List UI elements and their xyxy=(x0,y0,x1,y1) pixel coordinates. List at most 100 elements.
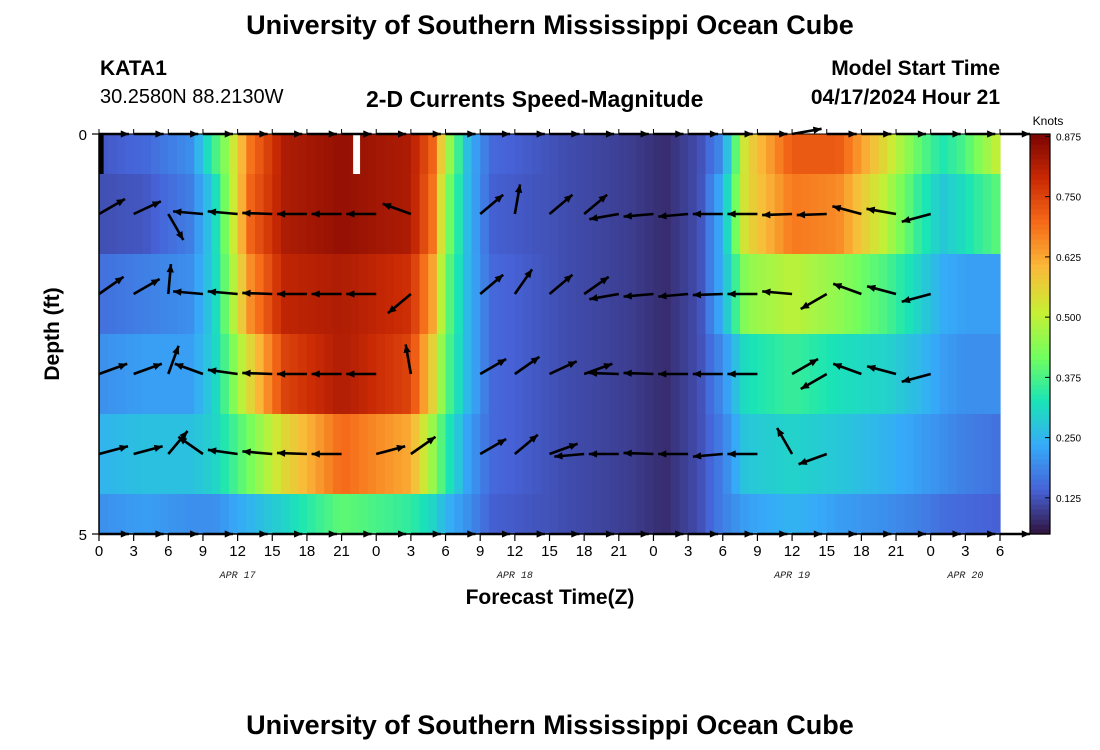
colorbar-segment xyxy=(1030,394,1050,400)
heatmap-cell xyxy=(878,254,888,335)
heatmap-cell xyxy=(748,134,759,175)
heatmap-cell xyxy=(974,414,984,495)
heatmap-cell xyxy=(549,414,559,495)
heatmap-cell xyxy=(878,134,888,175)
heatmap-cell xyxy=(445,414,455,495)
heatmap-cell xyxy=(462,254,473,335)
heatmap-cell xyxy=(592,494,603,535)
heatmap-cell xyxy=(852,414,862,495)
colorbar-segment xyxy=(1030,264,1050,270)
current-arrow xyxy=(133,362,163,376)
heatmap-cell xyxy=(142,494,152,535)
heatmap-cell xyxy=(220,174,230,255)
colorbar-segment xyxy=(1030,144,1050,150)
heatmap-cell xyxy=(974,254,984,335)
heatmap-cell xyxy=(792,334,802,415)
current-arrow xyxy=(513,268,534,295)
heatmap-cell xyxy=(792,254,802,335)
heatmap-cell xyxy=(220,254,230,335)
heatmap-cell xyxy=(436,494,447,535)
heatmap-cell xyxy=(454,174,464,255)
heatmap-cell xyxy=(116,174,126,255)
heatmap-cell xyxy=(809,414,819,495)
heatmap-cell xyxy=(939,174,949,255)
heatmap-cell xyxy=(289,134,299,175)
colorbar-segment xyxy=(1030,309,1050,315)
model-start-label: Model Start Time xyxy=(831,57,1000,80)
current-arrow xyxy=(583,193,608,215)
colorbar-segment xyxy=(1030,194,1050,200)
heatmap-cell xyxy=(835,334,845,415)
heatmap-cell xyxy=(176,134,187,175)
heatmap-cell xyxy=(246,494,256,535)
heatmap-cell xyxy=(99,334,109,415)
heatmap-cell xyxy=(124,334,135,415)
heatmap-cell xyxy=(393,414,403,495)
heatmap-cell xyxy=(800,254,811,335)
heatmap-cell xyxy=(930,334,940,415)
heatmap-cell xyxy=(662,134,672,175)
colorbar-segment xyxy=(1030,329,1050,335)
current-arrow xyxy=(479,193,505,215)
heatmap-cell xyxy=(376,414,386,495)
heatmap-cell xyxy=(740,494,750,535)
heatmap-cell xyxy=(618,494,629,535)
heatmap-cell xyxy=(644,494,655,535)
heatmap-cell xyxy=(913,494,923,535)
heatmap-cell xyxy=(202,254,213,335)
heatmap-cell xyxy=(211,134,221,175)
y-axis-label: Depth (ft) xyxy=(41,287,64,380)
x-tick-label: 21 xyxy=(888,543,905,560)
heatmap-cell xyxy=(376,494,386,535)
heatmap-cell xyxy=(506,254,516,335)
colorbar-segment xyxy=(1030,469,1050,475)
heatmap-cell xyxy=(948,174,958,255)
heatmap-cell xyxy=(974,334,984,415)
colorbar-tick-label: 0.125 xyxy=(1056,494,1081,505)
heatmap-cell xyxy=(774,494,785,535)
heatmap-cell xyxy=(532,254,542,335)
heatmap-cell xyxy=(982,174,992,255)
heatmap-cell xyxy=(809,334,819,415)
heatmap-cell xyxy=(930,174,940,255)
colorbar-segment xyxy=(1030,434,1050,440)
heatmap-cell xyxy=(306,134,317,175)
heatmap-cell xyxy=(341,134,351,175)
heatmap-cell xyxy=(99,174,109,255)
heatmap-cell xyxy=(818,134,828,175)
heatmap-cell xyxy=(904,134,914,175)
heatmap-cell xyxy=(904,174,914,255)
colorbar-segment xyxy=(1030,274,1050,280)
heatmap-cell xyxy=(410,134,421,175)
heatmap-cell xyxy=(471,134,481,175)
heatmap-cell xyxy=(861,414,871,495)
current-arrow xyxy=(589,212,620,222)
heatmap-cell xyxy=(124,174,135,255)
heatmap-cell xyxy=(887,414,897,495)
colorbar-segment xyxy=(1030,514,1050,520)
heatmap-cell xyxy=(124,254,135,335)
heatmap-cell xyxy=(185,414,195,495)
heatmap-cell xyxy=(202,334,213,415)
plot-title: 2-D Currents Speed-Magnitude xyxy=(366,86,704,112)
current-arrow xyxy=(207,367,238,376)
heatmap-cell xyxy=(497,414,507,495)
heatmap-cell xyxy=(852,334,862,415)
colorbar-segment xyxy=(1030,369,1050,375)
heatmap-cell xyxy=(948,494,958,535)
colorbar-segment xyxy=(1030,509,1050,515)
heatmap-cell xyxy=(566,334,577,415)
current-arrow xyxy=(658,370,689,378)
heatmap-cell xyxy=(220,414,230,495)
heatmap-cell xyxy=(610,134,620,175)
heatmap-cell xyxy=(662,494,672,535)
colorbar-segment xyxy=(1030,299,1050,305)
heatmap-cell xyxy=(159,494,169,535)
current-arrow xyxy=(133,444,163,456)
heatmap-cell xyxy=(150,134,161,175)
current-arrow xyxy=(623,449,654,457)
heatmap-cell xyxy=(757,134,767,175)
x-tick-label: 12 xyxy=(507,543,524,560)
heatmap-cell xyxy=(436,174,447,255)
